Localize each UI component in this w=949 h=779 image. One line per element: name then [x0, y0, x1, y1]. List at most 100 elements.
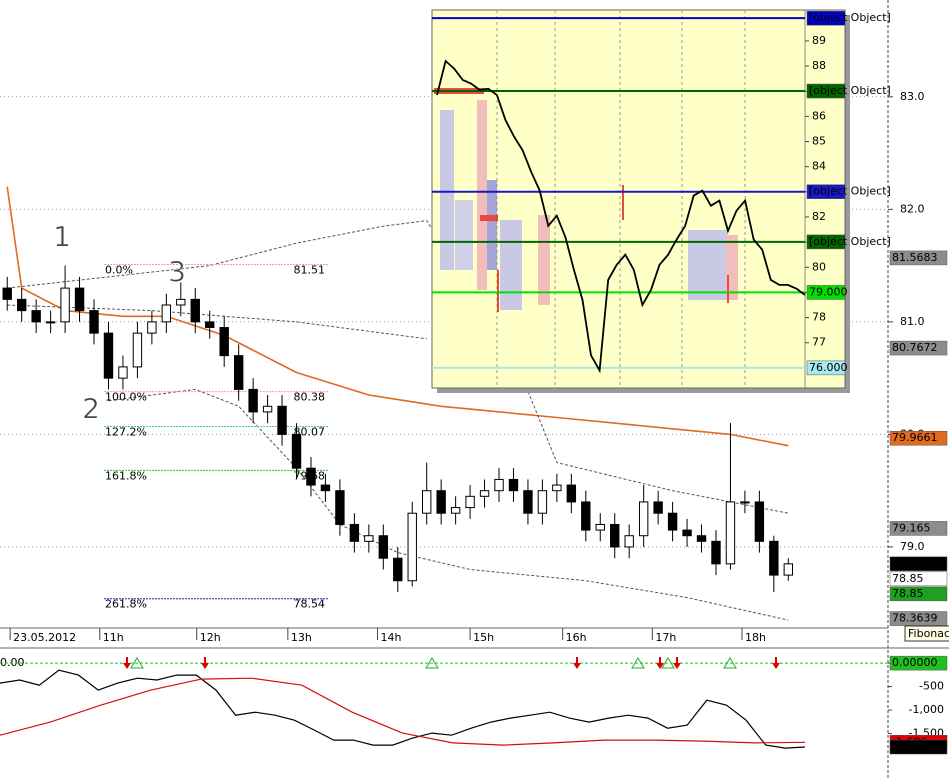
candle-body — [696, 535, 707, 542]
candle-body — [248, 388, 258, 413]
profile-bar — [688, 230, 728, 300]
candle-body — [610, 523, 620, 548]
candle-body — [523, 490, 533, 514]
y-tick-label: 78 — [812, 311, 826, 324]
candle-body — [378, 535, 388, 559]
sell-arrow — [573, 657, 581, 669]
candle-body — [31, 310, 41, 323]
candle-body — [17, 298, 27, 312]
price-tag-box — [889, 250, 948, 266]
x-tick-label: 13h — [291, 631, 312, 644]
series-line — [0, 669, 806, 749]
fib-label: 0.0% — [105, 263, 133, 276]
profile-poc — [480, 215, 498, 221]
wave-label: 2 — [82, 392, 100, 425]
candle-body — [638, 501, 649, 537]
candle-body — [320, 484, 331, 492]
candle-body — [595, 523, 605, 531]
sell-arrow — [673, 657, 681, 669]
candle-body — [364, 535, 374, 542]
fib-label: 127.2% — [105, 426, 147, 439]
price-tag: 78.85 — [892, 572, 924, 585]
price-tag: 79.165 — [892, 521, 931, 534]
price-tag-box — [889, 340, 948, 356]
level-tag: 76.000 — [809, 361, 848, 374]
buy-triangle — [130, 657, 144, 669]
profile-bar — [477, 100, 487, 290]
profile-bar — [455, 200, 473, 270]
candle-body — [682, 529, 692, 537]
candle-body — [711, 540, 721, 565]
candle-body — [147, 321, 157, 334]
y-tick-label: 77 — [812, 336, 826, 349]
y-tick-label: 81.0 — [900, 315, 925, 328]
candle-body — [233, 355, 244, 390]
price-tag: 80.7672 — [892, 341, 938, 354]
y-tick-label: 82 — [812, 210, 826, 223]
candle-body — [161, 304, 172, 323]
y-tick-label: 88 — [812, 59, 826, 72]
y-tick-label: 82.0 — [900, 202, 925, 215]
candle-body — [783, 563, 793, 576]
candle-body — [653, 501, 663, 514]
candle-body — [349, 523, 360, 542]
level-tag-box — [806, 10, 846, 26]
candle-body — [291, 433, 302, 469]
y-tick-label: 80 — [812, 260, 826, 273]
candle-body — [450, 507, 461, 514]
candle-body — [277, 405, 287, 435]
price-tag: 79.9661 — [892, 431, 938, 444]
buy-triangle — [661, 657, 675, 669]
x-tick-label: 23.05.2012 — [13, 631, 76, 644]
y-tick-label: 83.0 — [900, 90, 925, 103]
level-tag-box — [806, 83, 846, 99]
candle-body — [769, 540, 779, 576]
fib-value: 81.51 — [294, 263, 326, 276]
candle-body — [132, 332, 143, 368]
price-tag: 78.3639 — [892, 612, 938, 625]
candle-body — [537, 490, 548, 514]
x-tick-label: 15h — [473, 631, 494, 644]
profile-bar — [538, 215, 550, 305]
price-tag-box — [889, 556, 948, 572]
profile-bar — [500, 220, 522, 310]
price-tag: 81.5683 — [892, 251, 938, 264]
x-tick-label: 18h — [745, 631, 766, 644]
price-tag-box — [889, 521, 948, 536]
candle-body — [422, 490, 432, 514]
reference-tag-box — [889, 655, 948, 671]
y-tick-label: -1,000 — [909, 703, 944, 716]
price-tag-box — [889, 571, 948, 587]
candle-body — [624, 535, 634, 548]
sell-arrow — [772, 657, 780, 669]
y-tick-label: 85 — [812, 135, 826, 148]
series-line — [436, 59, 806, 374]
x-tick-label: 16h — [566, 631, 587, 644]
value-tag: -1,787 — [892, 740, 927, 753]
x-tick-label: 12h — [200, 631, 221, 644]
candle-body — [581, 501, 591, 531]
candle-body — [60, 287, 70, 323]
y-tick-label: 89 — [812, 34, 826, 47]
sell-arrow — [201, 657, 209, 669]
buy-triangle — [425, 657, 439, 669]
candle-body — [393, 557, 403, 582]
y-tick-label: 79.0 — [900, 540, 925, 553]
candle-body — [552, 484, 562, 492]
fib-value: 80.07 — [294, 426, 326, 439]
price-tag: 78.85 — [892, 587, 924, 600]
profile-poc — [727, 275, 729, 303]
series-line — [0, 677, 806, 746]
y-tick-label: -500 — [919, 680, 944, 693]
wave-label: 1 — [53, 220, 71, 253]
candle-body — [205, 321, 215, 329]
fib-label: 161.8% — [105, 469, 147, 482]
price-tag-box — [889, 430, 948, 446]
fib-value: 80.38 — [294, 391, 326, 404]
candle-body — [2, 287, 12, 300]
y-tick-label: 84 — [812, 160, 826, 173]
level-tag: [object Object] — [809, 185, 891, 198]
candle-body — [190, 298, 200, 323]
tooltip-box — [904, 625, 949, 642]
level-tag: [object Object] — [809, 84, 891, 97]
